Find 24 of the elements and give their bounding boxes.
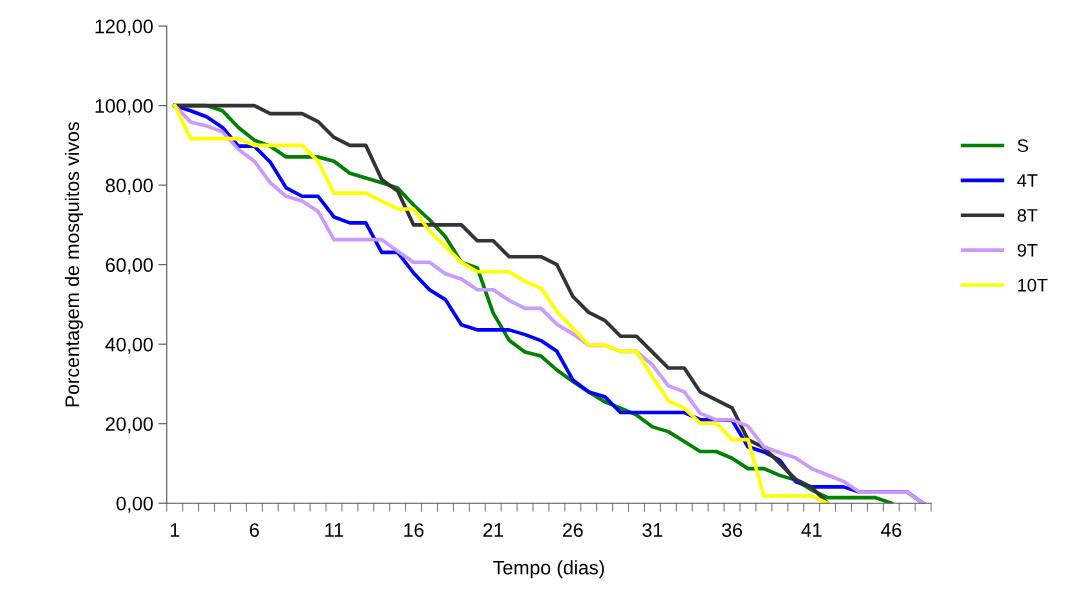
x-tick-label: 26 xyxy=(562,523,583,537)
x-tick-label: 1 xyxy=(170,523,180,537)
x-tick-label: 11 xyxy=(325,523,344,537)
y-tick-label: 120,00 xyxy=(95,19,153,36)
x-tick-label: 41 xyxy=(801,523,822,537)
x-tick-label: 46 xyxy=(880,523,902,537)
y-tick-label: 100,00 xyxy=(95,99,153,116)
y-tick-label: 40,00 xyxy=(105,337,153,354)
x-tick-label: 16 xyxy=(404,523,424,537)
legend-label: S xyxy=(1017,139,1029,153)
x-tick-label: 6 xyxy=(249,523,259,537)
x-tick-label: 36 xyxy=(721,523,743,537)
y-tick-label: 20,00 xyxy=(105,417,153,434)
legend-label: 8T xyxy=(1017,209,1038,222)
x-axis-title: Tempo (dias) xyxy=(493,560,604,579)
y-tick-label: 80,00 xyxy=(105,178,153,195)
legend-label: 10T xyxy=(1018,278,1048,292)
x-tick-label: 31 xyxy=(642,523,663,537)
x-tick-label: 21 xyxy=(483,523,504,537)
legend-label: 9T xyxy=(1017,243,1038,257)
y-axis-title: Porcentagem de mosquitos vivos xyxy=(64,122,83,407)
y-tick-label: 0,00 xyxy=(116,496,153,513)
legend-label: 4T xyxy=(1017,174,1038,187)
y-tick-label: 60,00 xyxy=(105,258,153,275)
